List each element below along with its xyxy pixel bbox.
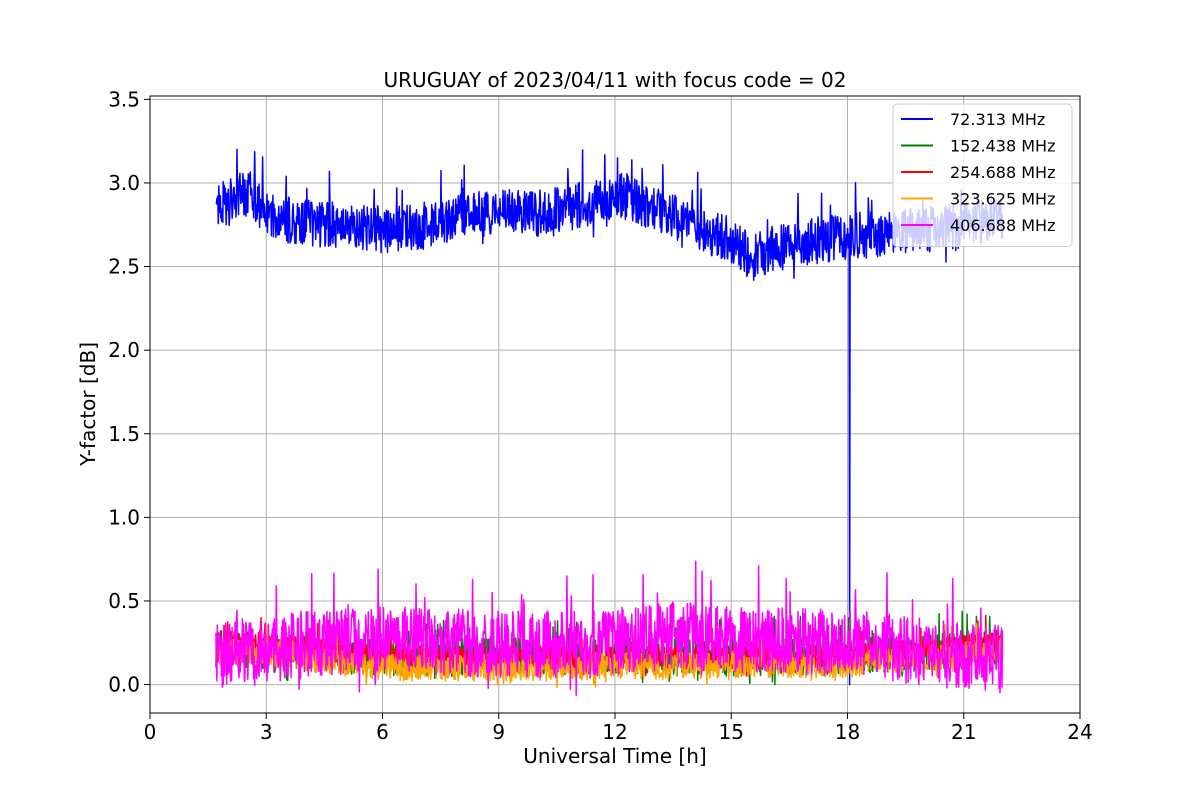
x-tick-label: 0	[144, 720, 157, 744]
legend: 72.313 MHz 152.438 MHz 254.688 MHz 323.625 …	[892, 103, 1073, 247]
y-tick-label: 3.0	[108, 171, 140, 195]
legend-label: 254.688 MHz	[950, 163, 1055, 182]
y-tick-label: 2.5	[108, 255, 140, 279]
x-tick-label: 21	[951, 720, 976, 744]
y-tick-label: 0.5	[108, 589, 140, 613]
x-axis-label: Universal Time [h]	[523, 744, 706, 768]
x-tick-label: 24	[1067, 720, 1092, 744]
y-tick-label: 0.0	[108, 673, 140, 697]
x-tick-label: 9	[492, 720, 505, 744]
y-tick-label: 3.5	[108, 87, 140, 111]
y-axis-label: Y-factor [dB]	[76, 342, 100, 467]
x-tick-label: 12	[602, 720, 627, 744]
legend-box	[892, 103, 1073, 247]
y-tick-label: 2.0	[108, 338, 140, 362]
legend-label: 323.625 MHz	[950, 190, 1055, 209]
y-tick-label: 1.5	[108, 422, 140, 446]
series-line	[215, 560, 1004, 697]
chart-title: URUGUAY of 2023/04/11 with focus code = …	[384, 68, 847, 92]
series-line	[215, 148, 1004, 686]
x-tick-label: 15	[719, 720, 744, 744]
plot-series	[215, 148, 1004, 697]
axis-ticks: 0 3 6 9 12 15 18 21 24 0.0 0.5 1.0 1.5 2.0 2.5 3.0 3.5	[108, 87, 1093, 744]
x-tick-label: 6	[376, 720, 389, 744]
x-tick-label: 18	[835, 720, 860, 744]
x-tick-label: 3	[260, 720, 273, 744]
legend-label: 406.688 MHz	[950, 216, 1055, 235]
y-tick-label: 1.0	[108, 505, 140, 529]
legend-label: 72.313 MHz	[950, 110, 1045, 129]
legend-label: 152.438 MHz	[950, 137, 1055, 156]
